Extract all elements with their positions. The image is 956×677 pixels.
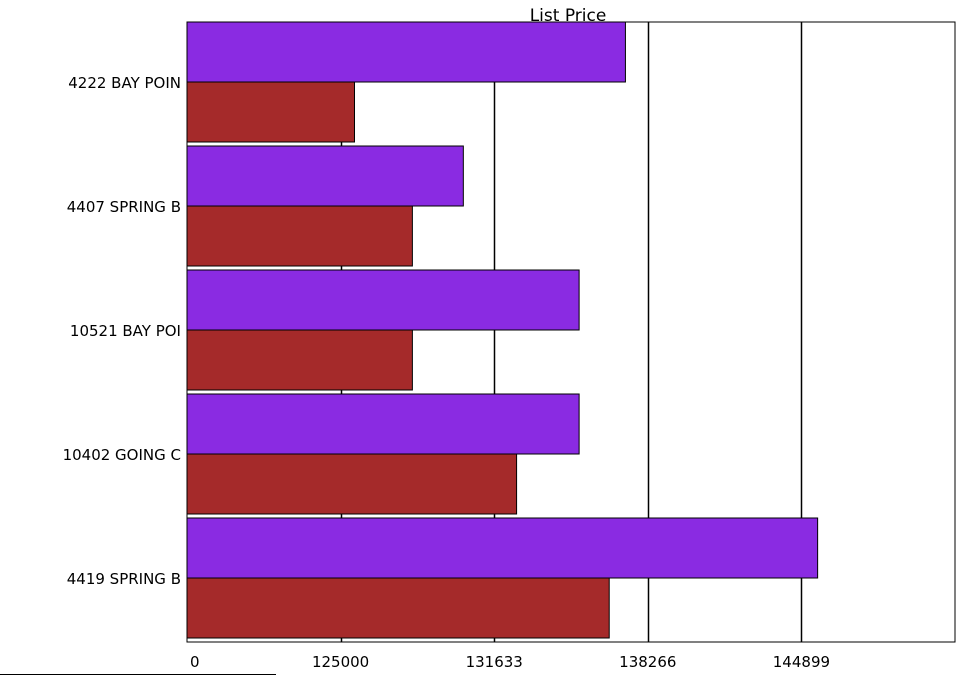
bar-series-2-4 (186, 453, 518, 515)
bar-series-1-5 (186, 517, 819, 579)
bar-series-1-1 (186, 21, 626, 83)
bottom-rule (0, 674, 276, 675)
category-label: 4419 SPRING B (67, 570, 181, 588)
bar-series-2-3 (186, 329, 413, 391)
category-label: 10402 GOING C (63, 446, 181, 464)
category-label: 4222 BAY POIN (68, 74, 181, 92)
x-tick-label: 131633 (466, 653, 523, 671)
x-tick-label: 125000 (312, 653, 369, 671)
category-label: 4407 SPRING B (67, 198, 181, 216)
chart-title: List Price (530, 6, 607, 26)
bar-series-2-2 (186, 205, 413, 267)
bar-series-2-5 (186, 577, 610, 639)
category-label: 10521 BAY POI (70, 322, 181, 340)
category-labels: 4222 BAY POIN 4407 SPRING B 10521 BAY POI 1… (63, 74, 181, 588)
bar-series-1-3 (186, 269, 580, 331)
bar-series-2-1 (186, 81, 355, 143)
x-tick-labels: 0 125000 131633 138266 144899 (190, 653, 830, 671)
x-tick-label: 138266 (619, 653, 676, 671)
x-tick-label: 0 (190, 653, 200, 671)
bar-series-1-4 (186, 393, 580, 455)
bar-series-1-2 (186, 145, 464, 207)
bars (186, 21, 819, 639)
plot-frame (186, 21, 956, 643)
x-tick-label: 144899 (773, 653, 830, 671)
